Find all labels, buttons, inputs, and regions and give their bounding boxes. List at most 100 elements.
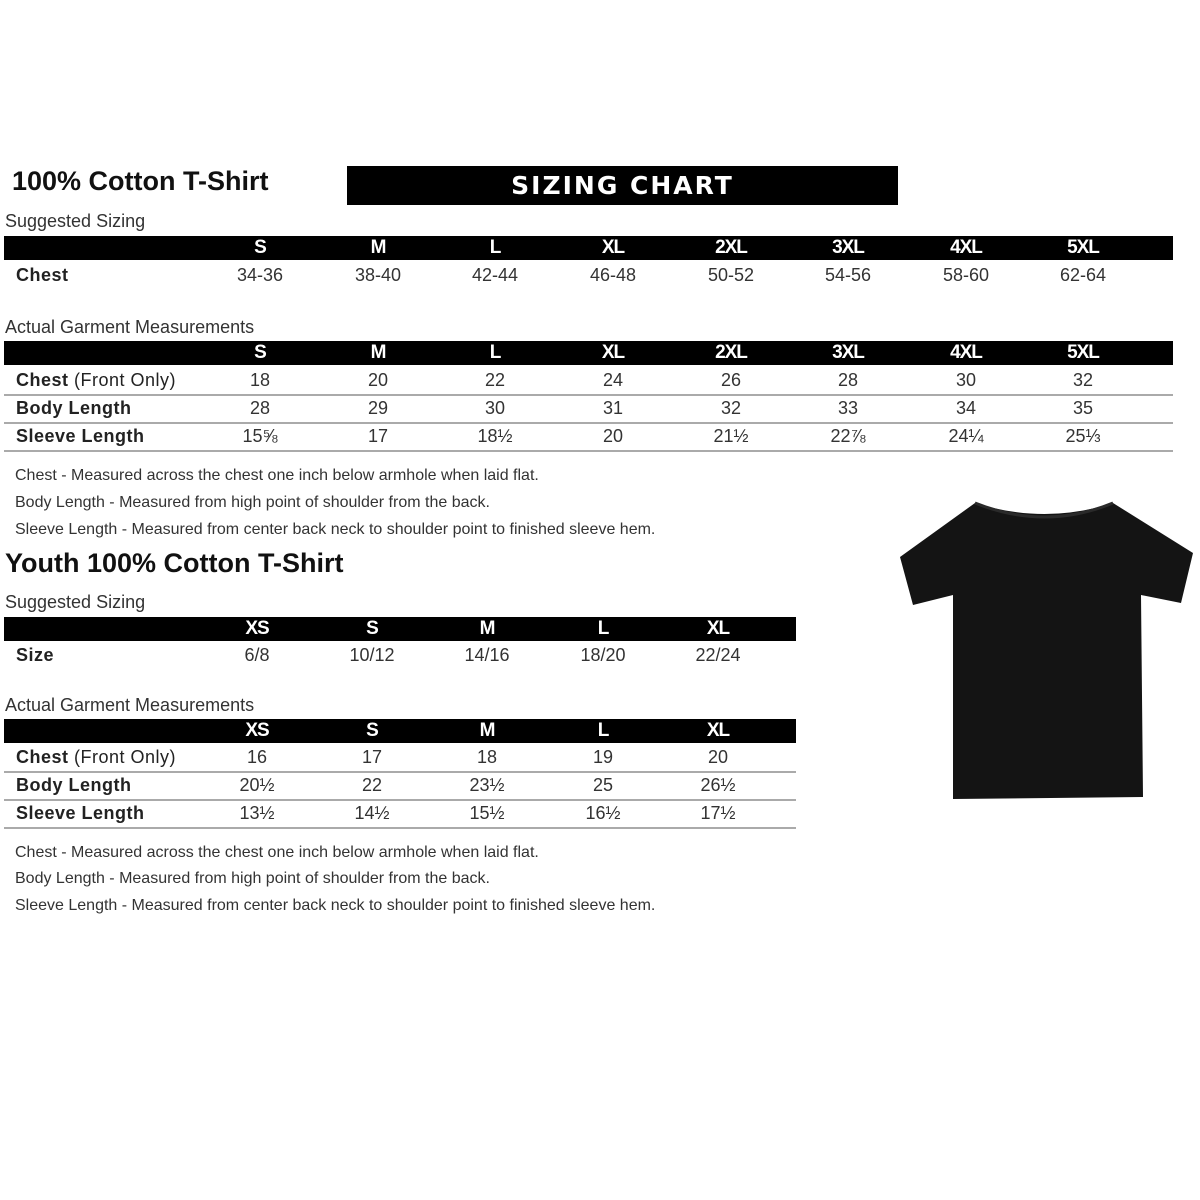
- youth-title: Youth 100% Cotton T-Shirt: [5, 548, 344, 578]
- measurement-note: Body Length - Measured from high point o…: [15, 870, 490, 887]
- table-cell: 42-44: [471, 265, 519, 285]
- table-cell: 17: [367, 426, 389, 446]
- size-header: L: [489, 342, 502, 363]
- size-header: XL: [601, 237, 625, 258]
- table-cell: 26: [720, 370, 742, 390]
- table-cell: 34: [955, 398, 977, 418]
- table-cell: 18½: [477, 426, 513, 446]
- size-header-row: XS S M L XL: [4, 617, 796, 641]
- table-cell: 17: [361, 747, 383, 767]
- youth-suggested-label: Suggested Sizing: [5, 592, 146, 612]
- table-cell: 14½: [354, 803, 390, 823]
- table-row: Chest 34-36 38-40 42-44 46-48 50-52 54-56 58-60…: [4, 261, 1173, 289]
- table-cell: 18/20: [580, 645, 626, 665]
- table-cell: 30: [955, 370, 977, 390]
- adult-suggested-label: Suggested Sizing: [5, 211, 146, 231]
- size-header: 5XL: [1067, 237, 1100, 258]
- table-cell: 30: [484, 398, 506, 418]
- table-cell: 34-36: [236, 265, 284, 285]
- size-header-row: S M L XL 2XL 3XL 4XL 5XL: [4, 341, 1173, 365]
- size-header: 4XL: [950, 342, 983, 363]
- table-cell: 29: [367, 398, 389, 418]
- table-cell: 14/16: [464, 645, 510, 665]
- size-header: 4XL: [950, 237, 983, 258]
- table-row: Size 6/8 10/12 14/16 18/20 22/24: [4, 641, 796, 669]
- size-header-row: XS S M L XL: [4, 719, 796, 743]
- table-cell: 20½: [239, 775, 275, 795]
- row-label: Body Length: [16, 775, 132, 795]
- table-cell: 26½: [700, 775, 736, 795]
- youth-actual-label: Actual Garment Measurements: [5, 695, 255, 715]
- table-cell: 16½: [585, 803, 621, 823]
- table-cell: 18: [249, 370, 271, 390]
- size-header: 2XL: [715, 342, 748, 363]
- measurement-note: Chest - Measured across the chest one in…: [15, 467, 539, 484]
- size-header: XL: [706, 720, 730, 741]
- sizing-chart-banner: SIZING CHART: [347, 166, 898, 205]
- table-cell: 18: [476, 747, 498, 767]
- table-cell: 21½: [713, 426, 749, 446]
- size-header: L: [489, 237, 502, 258]
- size-header: 5XL: [1067, 342, 1100, 363]
- adult-actual-label: Actual Garment Measurements: [5, 317, 255, 337]
- table-cell: 24¼: [948, 426, 984, 446]
- table-cell: 20: [602, 426, 624, 446]
- table-row: Chest (Front Only) 16 17 18 19 20: [4, 743, 796, 773]
- table-cell: 22: [484, 370, 506, 390]
- row-label: Sleeve Length: [16, 803, 145, 823]
- tshirt-icon: [900, 501, 1193, 799]
- size-header: XS: [245, 618, 269, 639]
- table-cell: 50-52: [707, 265, 755, 285]
- table-cell: 32: [1072, 370, 1094, 390]
- table-cell: 20: [367, 370, 389, 390]
- table-cell: 24: [602, 370, 624, 390]
- table-cell: 23½: [469, 775, 505, 795]
- measurement-note: Sleeve Length - Measured from center bac…: [15, 521, 656, 538]
- size-header: 2XL: [715, 237, 748, 258]
- table-row: Sleeve Length 15⅝ 17 18½ 20 21½ 22⅞ 24¼ 25⅓: [4, 422, 1173, 452]
- size-header: S: [366, 618, 379, 639]
- table-cell: 32: [720, 398, 742, 418]
- size-header: S: [366, 720, 379, 741]
- table-cell: 22⅞: [830, 426, 866, 446]
- table-cell: 17½: [700, 803, 736, 823]
- size-header: M: [479, 720, 496, 741]
- size-header: S: [254, 237, 267, 258]
- adult-title: 100% Cotton T-Shirt: [12, 166, 269, 196]
- table-cell: 22: [361, 775, 383, 795]
- table-cell: 46-48: [589, 265, 637, 285]
- size-header: XL: [601, 342, 625, 363]
- size-header: 3XL: [832, 342, 865, 363]
- table-row: Chest (Front Only) 18 20 22 24 26 28 30 32: [4, 366, 1173, 396]
- size-header: S: [254, 342, 267, 363]
- row-label: Sleeve Length: [16, 426, 145, 446]
- size-header: L: [597, 618, 610, 639]
- table-cell: 10/12: [349, 645, 395, 665]
- table-cell: 16: [246, 747, 268, 767]
- table-cell: 25: [592, 775, 614, 795]
- row-label: Chest (Front Only): [16, 370, 177, 390]
- size-header: M: [479, 618, 496, 639]
- table-cell: 28: [837, 370, 859, 390]
- table-row: Body Length 20½ 22 23½ 25 26½: [4, 771, 796, 801]
- table-cell: 13½: [239, 803, 275, 823]
- table-cell: 15⅝: [242, 426, 278, 446]
- table-cell: 22/24: [695, 645, 741, 665]
- table-cell: 31: [602, 398, 624, 418]
- table-cell: 19: [592, 747, 614, 767]
- row-label: Chest (Front Only): [16, 747, 177, 767]
- table-cell: 25⅓: [1065, 426, 1101, 446]
- row-label: Size: [16, 645, 55, 665]
- table-cell: 58-60: [942, 265, 990, 285]
- size-header: M: [370, 342, 387, 363]
- table-cell: 62-64: [1059, 265, 1107, 285]
- size-header: 3XL: [832, 237, 865, 258]
- table-cell: 33: [837, 398, 859, 418]
- table-row: Sleeve Length 13½ 14½ 15½ 16½ 17½: [4, 799, 796, 829]
- row-label: Body Length: [16, 398, 132, 418]
- table-row: Body Length 28 29 30 31 32 33 34 35: [4, 394, 1173, 424]
- table-cell: 54-56: [824, 265, 872, 285]
- size-header-row: S M L XL 2XL 3XL 4XL 5XL: [4, 236, 1173, 260]
- size-header: XL: [706, 618, 730, 639]
- size-header: M: [370, 237, 387, 258]
